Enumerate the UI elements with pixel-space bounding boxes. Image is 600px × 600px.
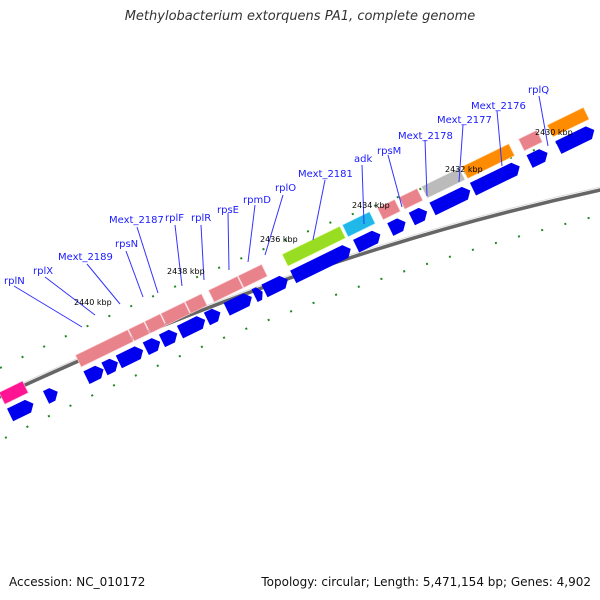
- feature-mext2178[interactable]: [398, 188, 424, 210]
- leader-line: [200, 224, 205, 281]
- leader-line: [174, 224, 183, 287]
- leader-line: [44, 276, 96, 316]
- leader-line: [538, 95, 549, 147]
- leader-line: [227, 212, 230, 271]
- gene-label-rplR: rplR: [191, 213, 211, 224]
- gene-label-rplN: rplN: [4, 276, 25, 287]
- feature-rightmost[interactable]: [546, 107, 590, 138]
- leader-line: [312, 179, 326, 241]
- position-label: 2432 kbp: [445, 165, 483, 174]
- gene-label-rplF: rplF: [165, 213, 184, 224]
- cds-arrow[interactable]: [203, 306, 224, 326]
- gene-label-adk: adk: [354, 154, 372, 165]
- gene-label-rpmD: rpmD: [243, 195, 271, 206]
- cds-arrow[interactable]: [142, 335, 164, 356]
- cds-arrow[interactable]: [83, 363, 106, 384]
- gene-label-rplQ: rplQ: [528, 85, 549, 96]
- accession-text: Accession: NC_010172: [9, 575, 146, 589]
- position-label: 2440 kbp: [74, 298, 112, 307]
- cds-arrow[interactable]: [176, 314, 208, 339]
- cds-arrow[interactable]: [223, 291, 255, 316]
- cds-arrow[interactable]: [555, 124, 597, 154]
- cds-arrow[interactable]: [469, 160, 523, 196]
- feature-band: [0, 107, 597, 422]
- leader-line: [86, 263, 121, 305]
- label-leader-lines: [13, 95, 549, 328]
- map-title: Methylobacterium extorquens PA1, complet…: [124, 9, 476, 24]
- gene-label-rplO: rplO: [275, 183, 296, 194]
- gene-label-mext2178: Mext_2178: [398, 131, 453, 142]
- leader-line: [264, 194, 284, 256]
- leader-line: [247, 204, 256, 263]
- cds-arrow[interactable]: [290, 243, 354, 284]
- position-label: 2430 kbp: [535, 128, 573, 137]
- feature-mext2176[interactable]: [461, 143, 515, 179]
- gene-label-mext2189: Mext_2189: [58, 252, 113, 263]
- cds-arrow[interactable]: [353, 228, 383, 253]
- feature-mext2189[interactable]: [128, 321, 150, 342]
- genome-backbone-highlight: [0, 186, 600, 395]
- feature-leftmost[interactable]: [0, 380, 29, 405]
- leader-line: [125, 250, 144, 298]
- cds-arrow[interactable]: [387, 216, 408, 236]
- genome-summary-text: Topology: circular; Length: 5,471,154 bp…: [261, 575, 591, 589]
- leader-line: [387, 154, 403, 208]
- cds-arrow[interactable]: [408, 205, 430, 226]
- position-label: 2438 kbp: [167, 267, 205, 276]
- leader-line: [13, 285, 83, 328]
- feature-rpsN[interactable]: [144, 313, 167, 334]
- feature-adk[interactable]: [342, 211, 376, 238]
- gene-label-rpsN: rpsN: [115, 239, 138, 250]
- genome-backbone: [0, 188, 600, 399]
- cds-arrow[interactable]: [158, 327, 180, 348]
- cds-arrow[interactable]: [429, 184, 473, 216]
- gene-label-mext2181: Mext_2181: [298, 169, 353, 180]
- feature-mext2177[interactable]: [421, 167, 466, 199]
- gene-label-rplX: rplX: [33, 266, 53, 277]
- feature-rpsE[interactable]: [237, 264, 268, 288]
- feature-rplR[interactable]: [208, 275, 244, 303]
- cds-arrow[interactable]: [101, 356, 121, 376]
- cds-arrow[interactable]: [7, 397, 37, 422]
- cds-arrow-row: [7, 124, 597, 422]
- feature-rplN-rplX[interactable]: [75, 329, 134, 368]
- feature-mext2187[interactable]: [160, 301, 191, 326]
- cds-arrow[interactable]: [115, 344, 146, 369]
- gene-label-rpsM: rpsM: [377, 146, 401, 157]
- feature-mext2181[interactable]: [281, 225, 346, 267]
- leader-line: [424, 139, 428, 197]
- cds-arrow[interactable]: [251, 285, 265, 303]
- gene-label-rpsE: rpsE: [217, 205, 239, 216]
- gene-label-mext2187: Mext_2187: [109, 215, 164, 226]
- gene-label-mext2176: Mext_2176: [471, 101, 526, 112]
- feature-rplF[interactable]: [184, 293, 208, 314]
- inner-tick-track: [4, 214, 600, 439]
- cds-arrow[interactable]: [261, 273, 291, 298]
- feature-rplQ[interactable]: [518, 129, 543, 152]
- feature-rpsM[interactable]: [377, 199, 401, 221]
- position-label: 2436 kbp: [260, 235, 298, 244]
- leader-line: [458, 124, 464, 183]
- gene-label-mext2177: Mext_2177: [437, 115, 492, 126]
- leader-line: [496, 110, 503, 167]
- position-label: 2434 kbp: [352, 201, 390, 210]
- leader-line: [361, 164, 365, 225]
- leader-line: [136, 226, 159, 294]
- cds-arrow[interactable]: [526, 147, 551, 168]
- cds-arrow[interactable]: [42, 385, 61, 404]
